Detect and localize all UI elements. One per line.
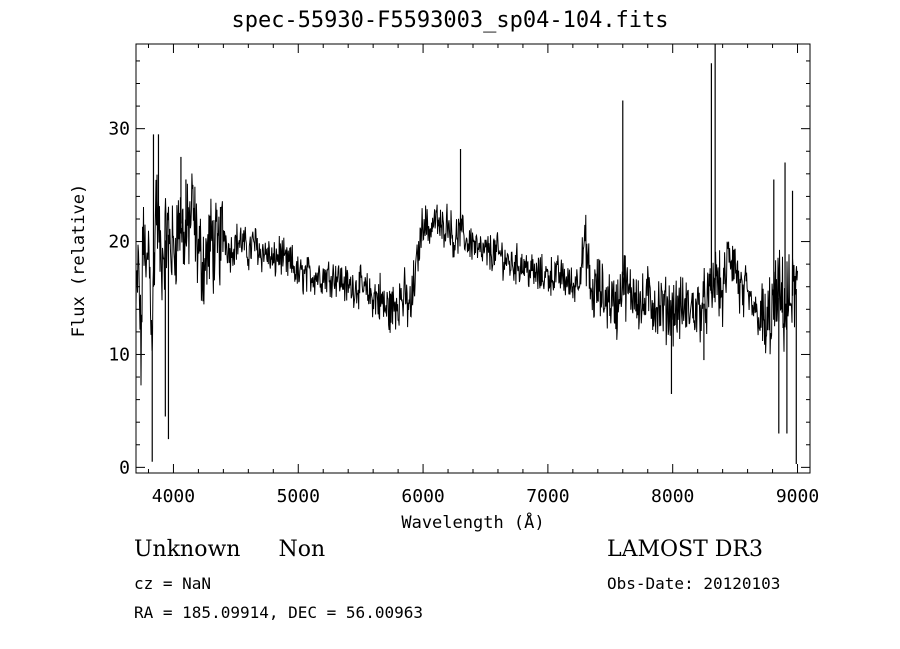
y-axis-label: Flux (relative) [69,184,89,338]
subclass-name: Non [278,537,326,562]
x-tick-label: 9000 [776,486,819,507]
y-tick-label: 0 [119,457,130,478]
x-tick-label: 8000 [651,486,694,507]
x-tick-label: 6000 [401,486,444,507]
y-tick-label: 30 [108,119,130,140]
coordinates-line: RA = 185.09914, DEC = 56.00963 [134,603,423,622]
x-tick-label: 5000 [277,486,320,507]
x-axis-label: Wavelength (Å) [401,511,544,533]
plot-border [135,43,811,474]
y-tick-label: 20 [108,232,130,253]
class-name: Unknown [134,537,241,562]
classification-line: Unknown Non [134,537,325,562]
x-tick-label: 7000 [526,486,569,507]
spectrum-line [135,173,798,386]
redshift-line: cz = NaN [134,574,212,593]
y-tick-label: 10 [108,344,130,365]
axis-ticks [136,44,810,473]
chart-title: spec-55930-F5593003_sp04-104.fits [231,8,669,33]
survey-name: LAMOST DR3 [607,537,763,562]
axis-labels: 4000 5000 6000 7000 8000 9000 0 10 20 30 Wavelengt… [69,119,819,533]
observation-date: Obs-Date: 20120103 [607,574,781,593]
plot-frame [135,43,811,474]
x-tick-label: 4000 [152,486,195,507]
spectrum-series [135,44,798,464]
